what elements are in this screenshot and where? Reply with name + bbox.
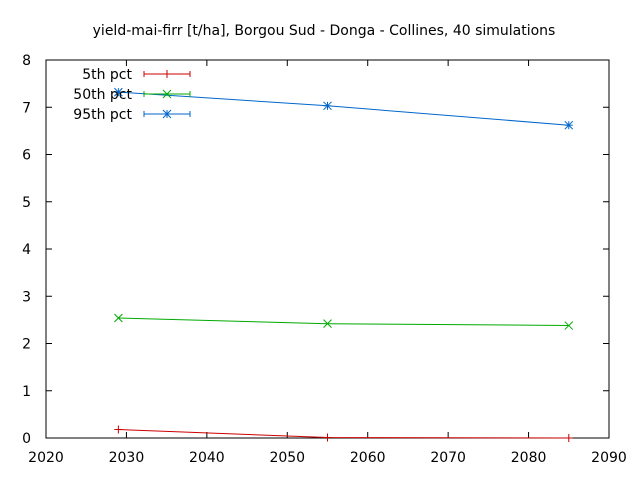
y-axis: 0 1 2 3 4 5 6 7 8: [22, 53, 609, 447]
x-tick-label: 2030: [109, 450, 145, 466]
x-tick-label: 2040: [189, 450, 225, 466]
chart-title: yield-mai-firr [t/ha], Borgou Sud - Dong…: [93, 23, 556, 39]
marker-stroke: [162, 89, 172, 99]
data-point-95th-pct: [564, 120, 574, 130]
x-tick-label: 2090: [591, 450, 627, 466]
legend-label-5th-pct: 5th pct: [82, 67, 132, 83]
x-tick-label: 2020: [28, 450, 64, 466]
legend-label-95th-pct: 95th pct: [73, 107, 132, 123]
data-point-5th-pct: [114, 425, 123, 434]
data-point-95th-pct: [323, 101, 332, 111]
legend-marker-5th-pct: [163, 70, 171, 78]
y-tick-label: 8: [22, 53, 31, 69]
x-axis: 2020 2030 2040 2050 2060 2070 2080 2090: [28, 60, 627, 466]
y-tick-label: 6: [22, 148, 31, 164]
data-point-5th-pct: [564, 434, 573, 442]
legend-marker-95th-pct: [162, 109, 172, 119]
marker-stroke: [323, 319, 332, 329]
data-point-95th-pct: [114, 87, 123, 97]
data-point-50th-pct: [564, 321, 574, 330]
marker-stroke: [162, 109, 172, 119]
data-point-50th-pct: [114, 313, 123, 323]
series-line-95th-pct: [118, 91, 569, 126]
y-tick-label: 4: [22, 242, 31, 258]
legend-label-50th-pct: 50th pct: [73, 87, 132, 103]
y-tick-label: 3: [22, 289, 31, 305]
x-tick-label: 2070: [430, 450, 466, 466]
data-point-50th-pct: [323, 319, 332, 329]
series-line-5th-pct: [118, 429, 569, 439]
data-point-5th-pct: [323, 433, 332, 442]
series-layer: [114, 87, 574, 442]
marker-stroke: [323, 101, 332, 111]
marker-stroke: [564, 321, 574, 330]
x-tick-label: 2050: [269, 450, 305, 466]
y-tick-label: 7: [22, 100, 31, 116]
y-tick-label: 0: [22, 431, 31, 447]
y-tick-label: 1: [22, 384, 31, 400]
x-tick-label: 2080: [511, 450, 547, 466]
marker-stroke: [564, 120, 574, 130]
series-line-50th-pct: [118, 317, 569, 326]
marker-stroke: [114, 313, 123, 323]
marker-stroke: [114, 87, 123, 97]
legend-marker-50th-pct: [162, 89, 172, 99]
legend: 5th pct 50th pct 95th pct: [73, 67, 191, 123]
y-tick-label: 2: [22, 337, 31, 353]
x-tick-label: 2060: [350, 450, 386, 466]
y-tick-label: 5: [22, 195, 31, 211]
